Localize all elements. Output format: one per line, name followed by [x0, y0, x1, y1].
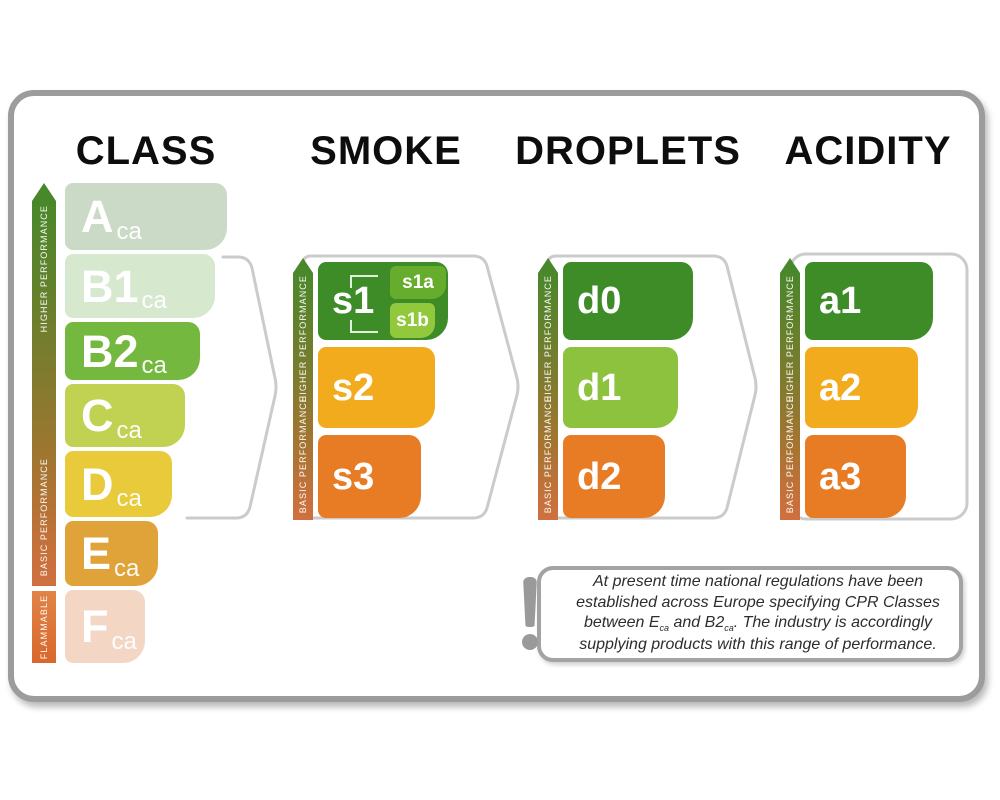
bar-subscript: ca	[141, 352, 167, 379]
smoke-performance-scale: HIGHER PERFORMANCE BASIC PERFORMANCE	[293, 258, 313, 520]
bar-label: s2	[332, 366, 375, 409]
flammable-label: FLAMMABLE	[39, 594, 49, 660]
class-range-bracket	[185, 255, 278, 520]
bar-label: s1	[332, 280, 375, 322]
exclamation-icon	[522, 577, 538, 651]
smoke-bar-s3: s3	[318, 435, 421, 518]
regulation-note-box: At present time national regulations hav…	[537, 566, 963, 662]
droplets-bar-d2: d2	[563, 435, 665, 518]
class-bar-b2: B2 ca	[65, 322, 200, 380]
bar-subscript: ca	[114, 554, 140, 582]
header-droplets: DROPLETS	[515, 129, 741, 173]
bar-label: E	[81, 528, 112, 579]
bar-label: d1	[577, 366, 622, 409]
basic-performance-label: BASIC PERFORMANCE	[39, 457, 49, 576]
acidity-performance-scale: HIGHER PERFORMANCE BASIC PERFORMANCE	[780, 258, 800, 520]
bar-label: D	[81, 458, 114, 510]
higher-performance-label: HIGHER PERFORMANCE	[785, 275, 795, 403]
droplets-bar-d0: d0	[563, 262, 693, 340]
bar-label: C	[81, 390, 114, 441]
bar-label: d0	[577, 280, 622, 322]
bar-label: B2	[81, 325, 139, 377]
acidity-bar-a3: a3	[805, 435, 906, 518]
higher-performance-label: HIGHER PERFORMANCE	[39, 205, 49, 333]
basic-performance-label: BASIC PERFORMANCE	[785, 394, 795, 513]
smoke-badge-s1a: s1a	[390, 266, 446, 299]
exclamation-dot	[522, 634, 538, 650]
smoke-badge-s1b: s1b	[390, 303, 435, 338]
basic-performance-label: BASIC PERFORMANCE	[298, 394, 308, 513]
bar-label: B1	[81, 260, 139, 312]
bar-label: d2	[577, 455, 622, 498]
bar-label: a3	[819, 455, 862, 498]
droplets-performance-scale: HIGHER PERFORMANCE BASIC PERFORMANCE	[538, 258, 558, 520]
bar-label: F	[81, 601, 109, 652]
bar-label: a2	[819, 366, 862, 409]
flammable-scale-segment: FLAMMABLE	[32, 591, 56, 663]
regulation-note-text: At present time national regulations hav…	[576, 572, 940, 654]
class-bar-b1: B1 ca	[65, 254, 215, 318]
bar-subscript: ca	[116, 485, 142, 512]
smoke-bar-s1: s1 s1a s1b	[318, 262, 448, 340]
bar-subscript: ca	[141, 287, 167, 314]
bar-subscript: ca	[111, 627, 137, 655]
bar-subscript: ca	[116, 217, 142, 245]
bar-subscript: ca	[116, 416, 142, 444]
higher-performance-label: HIGHER PERFORMANCE	[298, 275, 308, 403]
s1-sub-bracket	[350, 275, 378, 333]
smoke-bar-s2: s2	[318, 347, 435, 428]
higher-performance-label: HIGHER PERFORMANCE	[543, 275, 553, 403]
droplets-bar-d1: d1	[563, 347, 678, 428]
header-class: CLASS	[75, 129, 217, 173]
class-performance-scale: HIGHER PERFORMANCE BASIC PERFORMANCE	[32, 183, 56, 586]
exclamation-bar	[523, 577, 537, 627]
header-acidity: ACIDITY	[784, 129, 952, 173]
basic-performance-label: BASIC PERFORMANCE	[543, 394, 553, 513]
bar-label: A	[81, 191, 114, 242]
bar-label: a1	[819, 280, 862, 322]
header-smoke: SMOKE	[310, 129, 462, 173]
acidity-bar-a2: a2	[805, 347, 918, 428]
acidity-bar-a1: a1	[805, 262, 933, 340]
bar-label: s3	[332, 455, 375, 498]
